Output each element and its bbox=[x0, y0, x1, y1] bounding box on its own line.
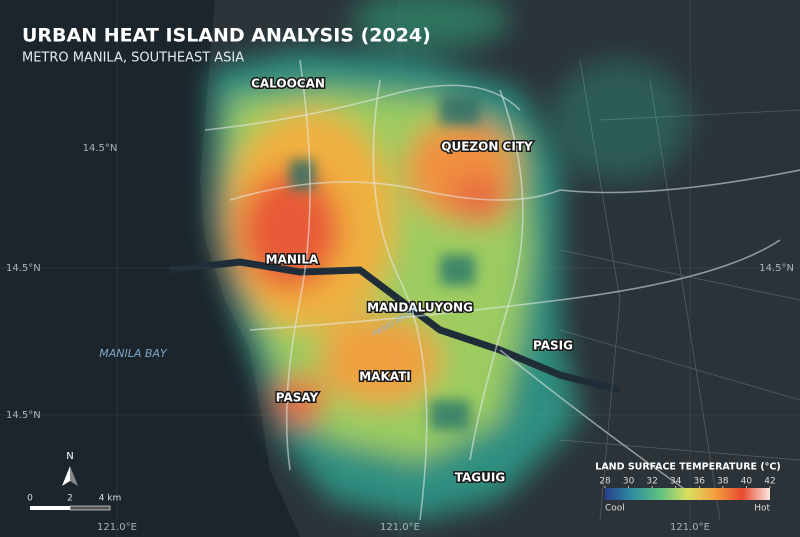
place-label: MANILA bbox=[266, 253, 319, 267]
lat-label: 14.5°N bbox=[83, 143, 118, 154]
lat-label: 14.5°N bbox=[6, 410, 41, 421]
legend-tick-label: 36 bbox=[694, 477, 706, 487]
legend-tick-label: 38 bbox=[717, 477, 729, 487]
legend-tick-label: 42 bbox=[764, 477, 775, 487]
scale-bar bbox=[30, 505, 111, 511]
river bbox=[169, 258, 621, 394]
legend-high: Hot bbox=[754, 504, 770, 514]
legend: LAND SURFACE TEMPERATURE (°C) Cool Hot 2… bbox=[595, 462, 780, 514]
place-label: MAKATI bbox=[359, 370, 411, 384]
place-label: CALOOCAN bbox=[251, 77, 325, 91]
water-label: MANILA BAY bbox=[99, 347, 168, 360]
subtitle: METRO MANILA, SOUTHEAST ASIA bbox=[22, 51, 244, 66]
legend-tick-label: 34 bbox=[670, 477, 682, 487]
legend-low: Cool bbox=[605, 504, 625, 514]
scale-label: 4 km bbox=[99, 494, 122, 504]
lon-label: 121.0°E bbox=[380, 522, 420, 533]
scale-label: 2 bbox=[67, 494, 73, 504]
place-label: QUEZON CITY bbox=[441, 140, 533, 154]
lat-label: 14.5°N bbox=[759, 263, 794, 274]
legend-tick-label: 32 bbox=[646, 477, 657, 487]
place-label: TAGUIG bbox=[455, 471, 505, 485]
lon-label: 121.0°E bbox=[670, 522, 710, 533]
title: URBAN HEAT ISLAND ANALYSIS (2024) bbox=[22, 25, 431, 47]
legend-tick-label: 40 bbox=[741, 477, 753, 487]
north-label: N bbox=[66, 451, 73, 462]
legend-bar bbox=[605, 488, 770, 500]
place-label: MANDALUYONG bbox=[367, 301, 473, 315]
roads bbox=[204, 59, 800, 521]
place-label: PASAY bbox=[276, 391, 319, 405]
lon-label: 121.0°E bbox=[97, 522, 137, 533]
place-label: PASIG bbox=[533, 339, 573, 353]
legend-title: LAND SURFACE TEMPERATURE (°C) bbox=[595, 462, 780, 473]
legend-tick-label: 28 bbox=[599, 477, 611, 487]
north-arrow bbox=[62, 466, 78, 486]
legend-tick-label: 30 bbox=[623, 477, 635, 487]
scale-label: 0 bbox=[27, 494, 33, 504]
lat-label: 14.5°N bbox=[6, 263, 41, 274]
